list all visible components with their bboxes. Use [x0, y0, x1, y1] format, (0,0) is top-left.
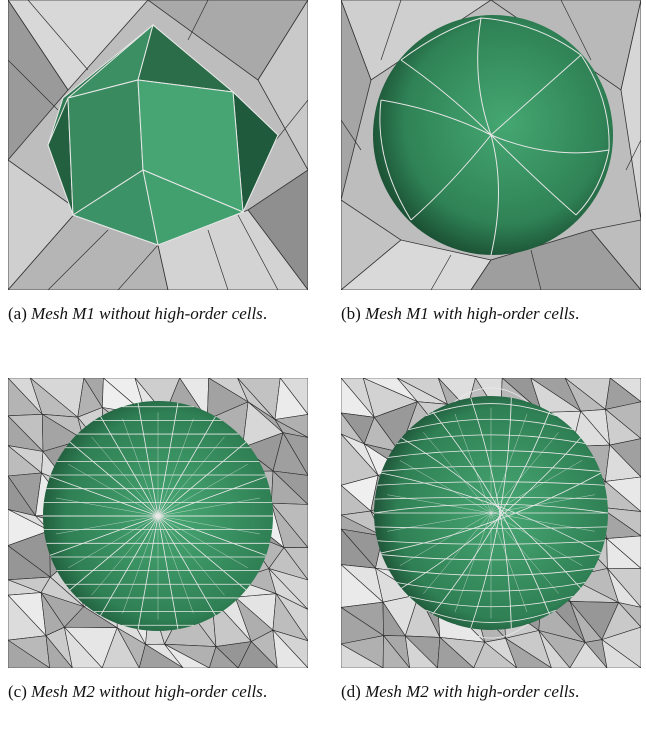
figure-c-image	[8, 378, 308, 668]
figure-b-terminator: .	[575, 304, 580, 323]
figure-d-caption: (d) Mesh M2 with high-order cells.	[341, 681, 646, 703]
figure-a-label: (a)	[8, 304, 27, 323]
sphere	[373, 15, 613, 255]
figure-d-label: (d)	[341, 682, 361, 701]
figure-b-text: Mesh M1 with high-order cells	[365, 304, 576, 323]
mesh-m2-highorder-render	[341, 378, 641, 668]
curved-cell-edges	[379, 17, 610, 256]
figure-d-image	[341, 378, 641, 668]
figure-a-caption: (a) Mesh M1 without high-order cells.	[8, 303, 318, 325]
figure-b-image	[341, 0, 641, 290]
figure-c-label: (c)	[8, 682, 27, 701]
mesh-m1-highorder-render	[341, 0, 641, 290]
background-mesh	[8, 0, 308, 290]
sphere-curved-edges	[373, 387, 609, 639]
figure-c-text: Mesh M2 without high-order cells	[31, 682, 263, 701]
figure-a-terminator: .	[262, 304, 268, 323]
figure-b-label: (b)	[341, 304, 361, 323]
mesh-m2-coarse-render	[8, 378, 308, 668]
mesh-m1-coarse-render	[8, 0, 308, 290]
figure-d-terminator: .	[575, 682, 580, 701]
icosahedron	[47, 23, 279, 246]
figure-a-image	[8, 0, 308, 290]
figure-d-text: Mesh M2 with high-order cells	[365, 682, 576, 701]
figure-c-caption: (c) Mesh M2 without high-order cells.	[8, 681, 318, 703]
figure-a-text: Mesh M1 without high-order cells	[31, 304, 263, 323]
figure-b-caption: (b) Mesh M1 with high-order cells.	[341, 303, 646, 325]
figure-c-terminator: .	[262, 682, 268, 701]
sphere-facet-edges	[43, 402, 273, 630]
